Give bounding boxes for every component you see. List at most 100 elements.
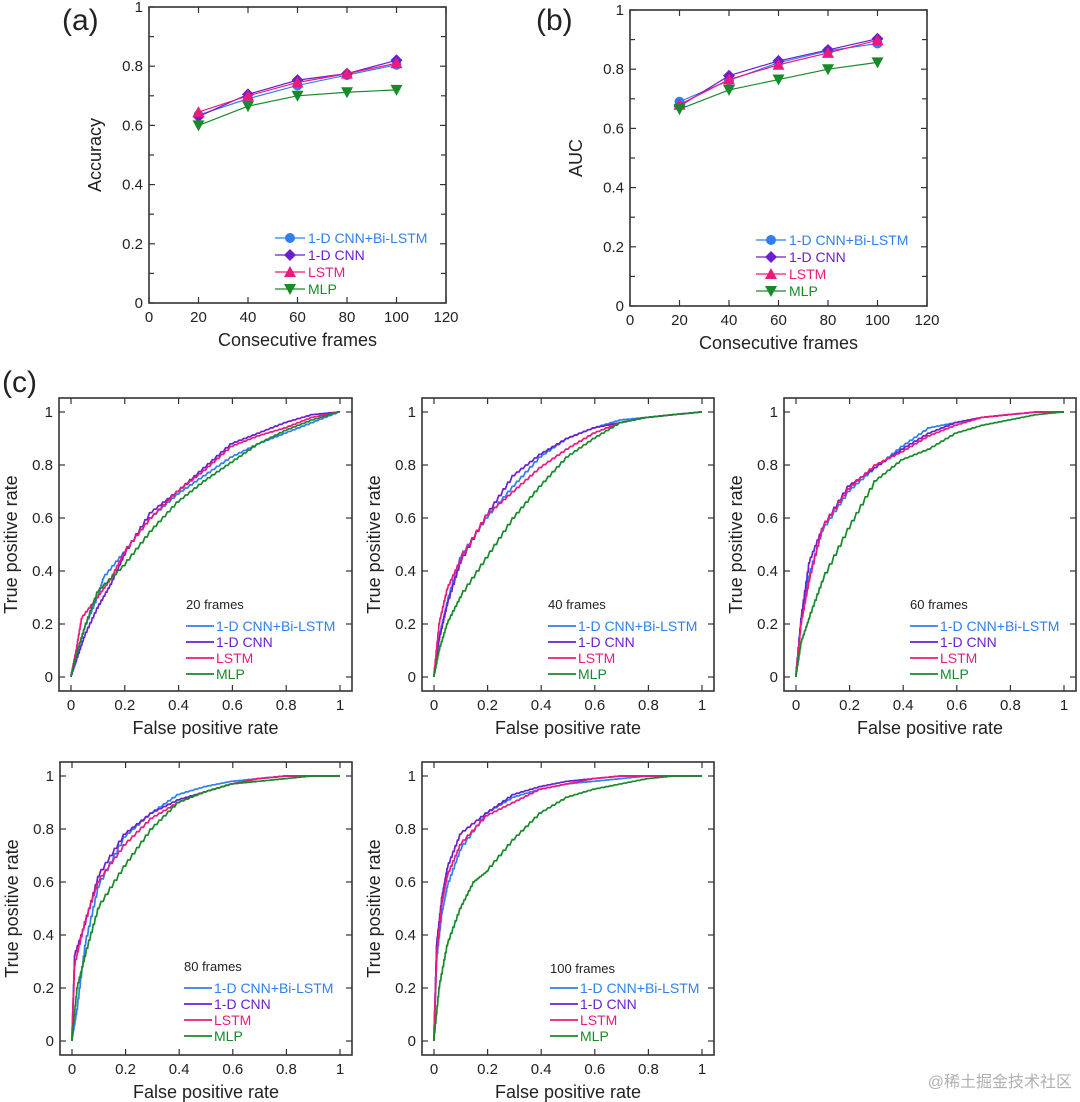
plot-frame <box>629 9 928 307</box>
x-tick-label: 0 <box>626 312 634 329</box>
legend-label: 1-D CNN+Bi-LSTM <box>216 618 335 634</box>
y-tick-label: 0.4 <box>33 927 54 944</box>
data-point <box>871 57 884 69</box>
y-tick-label: 0.2 <box>757 616 778 633</box>
x-tick-label: 1 <box>336 1061 344 1078</box>
y-axis-label: True positive rate <box>1 475 21 613</box>
legend-item: LSTM <box>550 1012 617 1028</box>
legend-item: 1-D CNN <box>548 634 635 650</box>
x-axis-label: False positive rate <box>133 1082 279 1102</box>
x-tick-label: 0 <box>792 697 800 714</box>
x-tick-label: 80 <box>820 312 837 329</box>
series-1-d-cnn <box>433 411 702 678</box>
y-tick-label: 0.8 <box>603 61 624 78</box>
legend-item: MLP <box>184 1028 243 1044</box>
plot-frame <box>421 397 715 692</box>
roc-curve <box>433 775 702 1042</box>
series-1-d-cnn <box>433 775 702 1042</box>
legend-item: 1-D CNN+Bi-LSTM <box>756 232 908 248</box>
roc-curve <box>71 775 340 1042</box>
legend-label: 1-D CNN+Bi-LSTM <box>789 232 908 248</box>
x-tick-label: 0.4 <box>168 697 189 714</box>
legend-label: MLP <box>789 283 818 299</box>
legend-item: LSTM <box>186 650 253 666</box>
roc-curve <box>433 411 702 678</box>
y-tick-label: 0.8 <box>32 457 53 474</box>
x-tick-label: 120 <box>433 309 458 326</box>
roc-curve <box>433 411 702 678</box>
chart-a: 0 20 40 60 80 100 120 0 0.2 0.4 0.6 0.8 1 Consecutive… <box>85 0 459 350</box>
y-tick-label: 0.6 <box>122 117 143 134</box>
series-lstm <box>433 411 702 678</box>
x-tick-label: 0 <box>145 309 153 326</box>
y-tick-label: 0.4 <box>395 563 416 580</box>
legend-marker <box>765 286 777 297</box>
series-lstm <box>433 775 702 1042</box>
roc-curve <box>795 411 1064 678</box>
legend-item: 1-D CNN <box>184 996 271 1012</box>
data-point <box>772 74 785 86</box>
series-1-d-cnn-bi-lstm <box>795 411 1064 678</box>
x-tick-label: 0.6 <box>584 697 605 714</box>
panel-label-a: (a) <box>62 4 99 37</box>
x-tick-label: 100 <box>384 309 409 326</box>
roc-curve <box>71 775 340 1042</box>
legend-label: 1-D CNN <box>214 996 271 1012</box>
legend-item: MLP <box>550 1028 609 1044</box>
legend-item: 1-D CNN+Bi-LSTM <box>548 618 697 634</box>
legend-item: 1-D CNN+Bi-LSTM <box>184 980 333 996</box>
legend-marker <box>284 266 296 277</box>
series-mlp <box>795 411 1064 678</box>
legend-marker <box>284 249 296 261</box>
data-point <box>772 58 785 70</box>
y-tick-label: 0.2 <box>32 616 53 633</box>
roc-curve <box>795 411 1064 678</box>
roc-curve <box>71 775 340 1042</box>
x-axis-label: Consecutive frames <box>218 330 377 350</box>
series-1-d-cnn-bi-lstm <box>433 411 702 678</box>
y-tick-label: 1 <box>408 404 416 421</box>
x-tick-label: 0.4 <box>169 1061 190 1078</box>
series-1-d-cnn <box>795 411 1064 678</box>
legend-label: MLP <box>940 666 969 682</box>
data-point <box>723 73 735 85</box>
data-point <box>192 120 205 132</box>
y-tick-label: 0.2 <box>122 236 143 253</box>
y-tick-label: 0.4 <box>32 563 53 580</box>
series-1-d-cnn-bi-lstm <box>433 775 702 1042</box>
legend-item: 1-D CNN <box>186 634 273 650</box>
series-1-d-cnn <box>70 411 340 678</box>
y-axis-label: True positive rate <box>364 475 384 613</box>
data-point <box>871 34 884 46</box>
legend-item: 1-D CNN+Bi-LSTM <box>550 980 699 996</box>
series-line <box>679 39 878 106</box>
y-axis-label: AUC <box>566 139 586 177</box>
x-tick-label: 0.4 <box>531 1061 552 1078</box>
series-1-d-cnn-bi-lstm <box>71 775 340 1042</box>
x-tick-label: 80 <box>339 309 356 326</box>
data-point <box>341 67 353 79</box>
x-tick-label: 0 <box>68 1061 76 1078</box>
legend-marker <box>765 268 777 279</box>
roc-curve <box>433 775 702 1042</box>
x-tick-label: 0.8 <box>638 697 659 714</box>
legend-item: 1-D CNN <box>756 249 846 265</box>
x-tick-label: 0 <box>430 1061 438 1078</box>
legend-label: 1-D CNN <box>580 996 637 1012</box>
x-tick-label: 0 <box>430 697 438 714</box>
x-axis-label: Consecutive frames <box>699 333 858 353</box>
x-tick-label: 20 <box>671 312 688 329</box>
roc-curve <box>433 775 702 1042</box>
plot-frame <box>59 761 353 1056</box>
x-tick-label: 100 <box>865 312 890 329</box>
legend-label: 1-D CNN+Bi-LSTM <box>214 980 333 996</box>
y-tick-label: 0 <box>408 1033 416 1050</box>
legend-item: LSTM <box>756 266 826 282</box>
legend-item: 1-D CNN+Bi-LSTM <box>275 230 427 246</box>
y-tick-label: 0 <box>408 669 416 686</box>
series-mlp <box>673 57 884 116</box>
plot-frame <box>783 397 1077 692</box>
